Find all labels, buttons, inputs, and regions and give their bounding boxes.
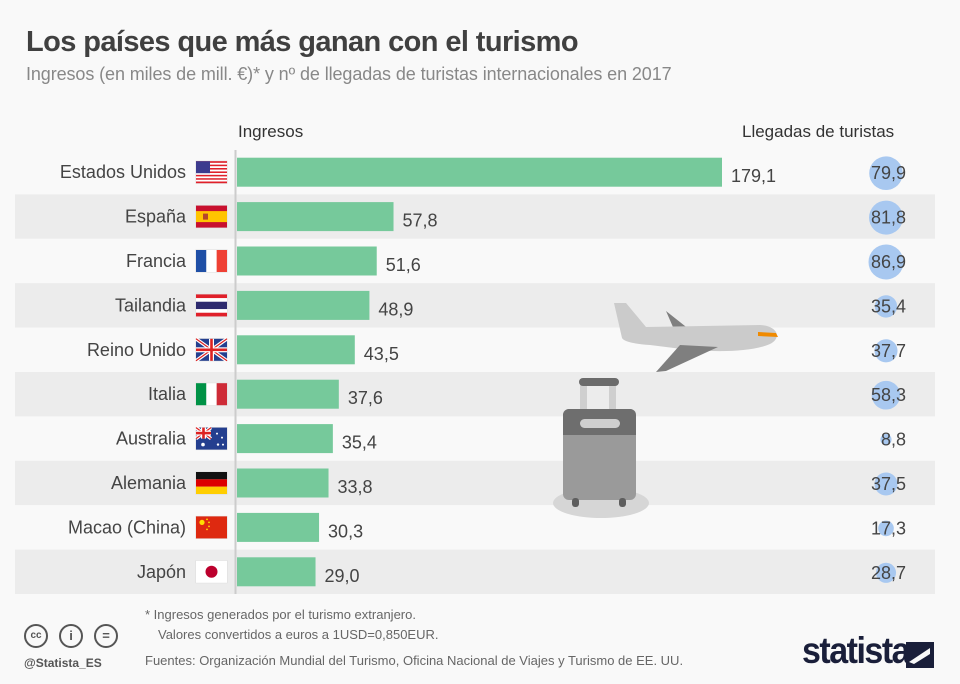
gb-flag-icon xyxy=(194,337,229,363)
revenue-value-label: 57,8 xyxy=(403,211,438,231)
row-background xyxy=(15,327,935,372)
footnote-line-1: * Ingresos generados por el turismo extr… xyxy=(145,607,416,622)
arrivals-bubble xyxy=(868,244,904,280)
arrivals-value-label: 58,3 xyxy=(871,385,906,405)
revenue-bars xyxy=(237,157,722,587)
arrivals-bubble xyxy=(869,200,903,235)
arrivals-value-label: 37,5 xyxy=(871,474,906,494)
de-flag-icon xyxy=(195,471,228,495)
travel-illustration xyxy=(553,303,778,518)
row-background xyxy=(15,194,935,239)
arrivals-value-label: 37,7 xyxy=(871,341,906,361)
arrivals-bubble xyxy=(875,562,897,583)
revenue-value-label: 30,3 xyxy=(328,521,363,541)
country-label: Reino Unido xyxy=(87,340,186,360)
arrivals-column-header: Llegadas de turistas xyxy=(742,122,895,141)
country-label: Japón xyxy=(137,562,186,582)
arrivals-bubble xyxy=(878,520,894,537)
revenue-bar xyxy=(237,424,333,454)
country-label: Francia xyxy=(126,251,187,271)
th-flag-icon xyxy=(195,293,228,317)
revenue-bar xyxy=(237,157,722,187)
row-backgrounds xyxy=(15,150,935,594)
revenue-bar xyxy=(237,246,377,276)
arrivals-value-label: 86,9 xyxy=(871,252,906,272)
au-flag-icon xyxy=(194,426,228,451)
row-background xyxy=(15,416,935,461)
country-label: Macao (China) xyxy=(68,517,186,537)
arrivals-value-label: 17,3 xyxy=(871,518,906,538)
footnote-line-2: Valores convertidos a euros a 1USD=0,850… xyxy=(158,627,439,642)
es-flag-icon xyxy=(195,205,228,229)
twitter-handle[interactable]: @Statista_ES xyxy=(24,656,102,670)
revenue-bar xyxy=(237,290,370,320)
arrivals-bubble xyxy=(869,156,903,190)
revenue-value-label: 37,6 xyxy=(348,388,383,408)
revenue-bar xyxy=(237,335,355,365)
arrivals-bubble xyxy=(874,472,898,496)
country-label: Italia xyxy=(148,384,187,404)
statista-logo[interactable]: statista xyxy=(802,630,911,672)
arrivals-value-label: 35,4 xyxy=(871,296,906,316)
us-flag-icon xyxy=(195,160,228,184)
arrivals-value-label: 8,8 xyxy=(881,430,906,450)
revenue-bar xyxy=(237,379,339,409)
labels: Estados Unidos 179,1 79,9 España 57,8 81,8 Fra… xyxy=(60,160,906,586)
chart-title: Los países que más ganan con el turismo xyxy=(26,26,579,58)
arrivals-bubble xyxy=(871,380,901,410)
revenue-value-label: 48,9 xyxy=(378,299,413,319)
row-background xyxy=(15,460,935,506)
revenue-bar xyxy=(237,512,320,542)
revenue-value-label: 35,4 xyxy=(342,433,377,453)
cc-icon[interactable]: cc xyxy=(24,624,48,648)
attribution-icon[interactable]: i xyxy=(59,624,83,648)
country-label: Estados Unidos xyxy=(60,162,186,182)
revenue-value-label: 33,8 xyxy=(338,477,373,497)
row-background xyxy=(15,283,935,328)
arrivals-bubble xyxy=(874,339,898,363)
row-background xyxy=(15,505,935,550)
jp-flag-icon xyxy=(195,560,228,584)
arrivals-bubbles xyxy=(868,156,904,583)
arrivals-bubble xyxy=(880,434,892,446)
statista-logo-icon xyxy=(906,642,934,668)
it-flag-icon xyxy=(195,382,228,406)
revenue-column-header: Ingresos xyxy=(238,122,304,141)
no-derivatives-icon[interactable]: = xyxy=(94,624,118,648)
country-label: Australia xyxy=(116,429,187,449)
arrivals-value-label: 81,8 xyxy=(871,208,906,228)
chart-subtitle: Ingresos (en miles de mill. €)* y nº de … xyxy=(26,64,672,84)
revenue-bar xyxy=(237,557,316,587)
fr-flag-icon xyxy=(195,249,228,273)
revenue-value-label: 179,1 xyxy=(731,166,776,186)
airplane-icon xyxy=(614,303,778,372)
row-background xyxy=(15,372,935,417)
country-label: España xyxy=(125,207,187,227)
revenue-bar xyxy=(237,202,394,232)
revenue-value-label: 29,0 xyxy=(325,566,360,586)
arrivals-bubble xyxy=(874,295,898,318)
suitcase-icon xyxy=(553,378,649,518)
row-background xyxy=(15,549,935,594)
row-background xyxy=(15,238,935,284)
revenue-value-label: 43,5 xyxy=(364,344,399,364)
revenue-bar xyxy=(237,468,329,498)
arrivals-value-label: 28,7 xyxy=(871,563,906,583)
country-label: Alemania xyxy=(111,473,187,493)
arrivals-value-label: 79,9 xyxy=(871,163,906,183)
sources-text: Fuentes: Organización Mundial del Turism… xyxy=(145,653,684,668)
cn-flag-icon xyxy=(195,515,228,539)
revenue-value-label: 51,6 xyxy=(386,255,421,275)
country-label: Tailandia xyxy=(115,295,187,315)
